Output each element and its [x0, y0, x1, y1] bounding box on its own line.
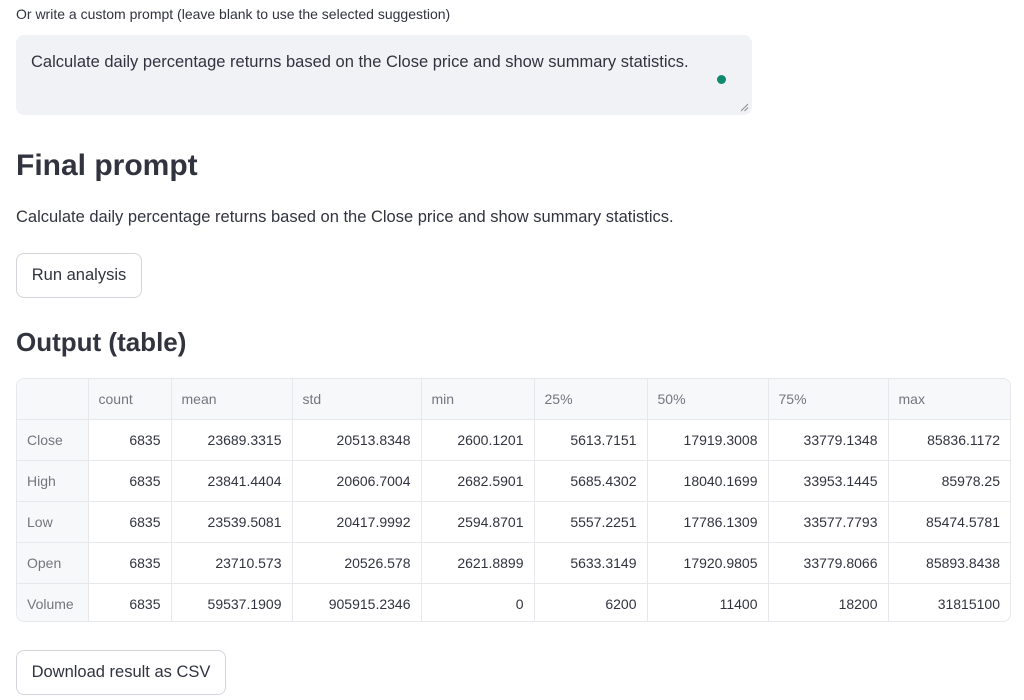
table-cell: 23689.3315 [171, 419, 293, 461]
resize-handle-icon[interactable] [739, 102, 749, 112]
final-prompt-heading: Final prompt [16, 149, 198, 182]
column-header[interactable]: std [292, 379, 422, 420]
row-label: Low [17, 501, 89, 543]
focus-indicator-icon [717, 75, 726, 84]
table-cell: 59537.1909 [171, 583, 293, 621]
output-heading: Output (table) [16, 327, 187, 357]
table-cell: 2594.8701 [421, 501, 535, 543]
column-header[interactable]: mean [171, 379, 293, 420]
table-row: Volume 6835 59537.1909 905915.2346 0 620… [17, 583, 1010, 621]
table-cell: 17920.9805 [647, 542, 769, 584]
table-row: High 6835 23841.4404 20606.7004 2682.590… [17, 460, 1010, 502]
table-cell: 20513.8348 [292, 419, 422, 461]
table-row: Open 6835 23710.573 20526.578 2621.8899 … [17, 542, 1010, 584]
table-cell: 31815100 [937, 596, 1000, 613]
custom-prompt-label: Or write a custom prompt (leave blank to… [16, 6, 451, 22]
table-cell: 33577.7793 [768, 501, 889, 543]
table-cell: 23710.573 [171, 542, 293, 584]
table-cell: 17786.1309 [647, 501, 769, 543]
column-header[interactable]: count [88, 379, 172, 420]
table-cell: 6200 [534, 583, 648, 621]
table-cell: 5633.3149 [534, 542, 648, 584]
table-cell: 17919.3008 [647, 419, 769, 461]
table-cell: 6835 [88, 501, 172, 543]
table-cell: 33779.8066 [768, 542, 889, 584]
run-analysis-button[interactable]: Run analysis [16, 253, 142, 298]
table-row: Low 6835 23539.5081 20417.9992 2594.8701… [17, 501, 1010, 543]
table-cell: 85474.5781 [888, 501, 1010, 543]
table-cell: 85836.1172 [888, 419, 1010, 461]
table-cell: 2600.1201 [421, 419, 535, 461]
table-row: Close 6835 23689.3315 20513.8348 2600.12… [17, 419, 1010, 461]
row-label: High [17, 460, 89, 502]
table-cell: 5613.7151 [534, 419, 648, 461]
row-label: Close [17, 419, 89, 461]
table-cell: 2682.5901 [421, 460, 535, 502]
column-header[interactable]: 25% [534, 379, 648, 420]
table-cell: 23841.4404 [171, 460, 293, 502]
table-header-row: count mean std min 25% 50% 75% max [17, 379, 1010, 420]
table-cell: 33953.1445 [768, 460, 889, 502]
column-header [17, 379, 89, 420]
table-cell: 11400 [647, 583, 769, 621]
table-cell: 6835 [88, 583, 172, 621]
table-cell: 18200 [768, 583, 889, 621]
download-csv-button[interactable]: Download result as CSV [16, 650, 226, 695]
column-header[interactable]: 50% [647, 379, 769, 420]
table-cell: 0 [421, 583, 535, 621]
table-cell: 905915.2346 [292, 583, 422, 621]
column-header[interactable]: 75% [768, 379, 889, 420]
table-cell: 5685.4302 [534, 460, 648, 502]
column-header[interactable]: max [888, 379, 1010, 420]
table-cell: 85978.25 [888, 460, 1010, 502]
table-cell: 6835 [88, 460, 172, 502]
table-cell: 20606.7004 [292, 460, 422, 502]
table-cell: 85893.8438 [888, 542, 1010, 584]
final-prompt-text: Calculate daily percentage returns based… [16, 208, 674, 226]
table-cell: 20417.9992 [292, 501, 422, 543]
row-label: Open [17, 542, 89, 584]
table-cell: 23539.5081 [171, 501, 293, 543]
table-cell: 18040.1699 [647, 460, 769, 502]
table-cell: 6835 [88, 542, 172, 584]
row-label: Volume [17, 583, 89, 621]
custom-prompt-value[interactable]: Calculate daily percentage returns based… [31, 53, 689, 71]
table-cell: 20526.578 [292, 542, 422, 584]
table-cell: 33779.1348 [768, 419, 889, 461]
table-cell: 5557.2251 [534, 501, 648, 543]
table-cell: 6835 [88, 419, 172, 461]
custom-prompt-textarea[interactable]: Calculate daily percentage returns based… [16, 35, 752, 115]
table-cell: 2621.8899 [421, 542, 535, 584]
output-table[interactable]: count mean std min 25% 50% 75% max Close… [16, 378, 1011, 622]
column-header[interactable]: min [421, 379, 535, 420]
